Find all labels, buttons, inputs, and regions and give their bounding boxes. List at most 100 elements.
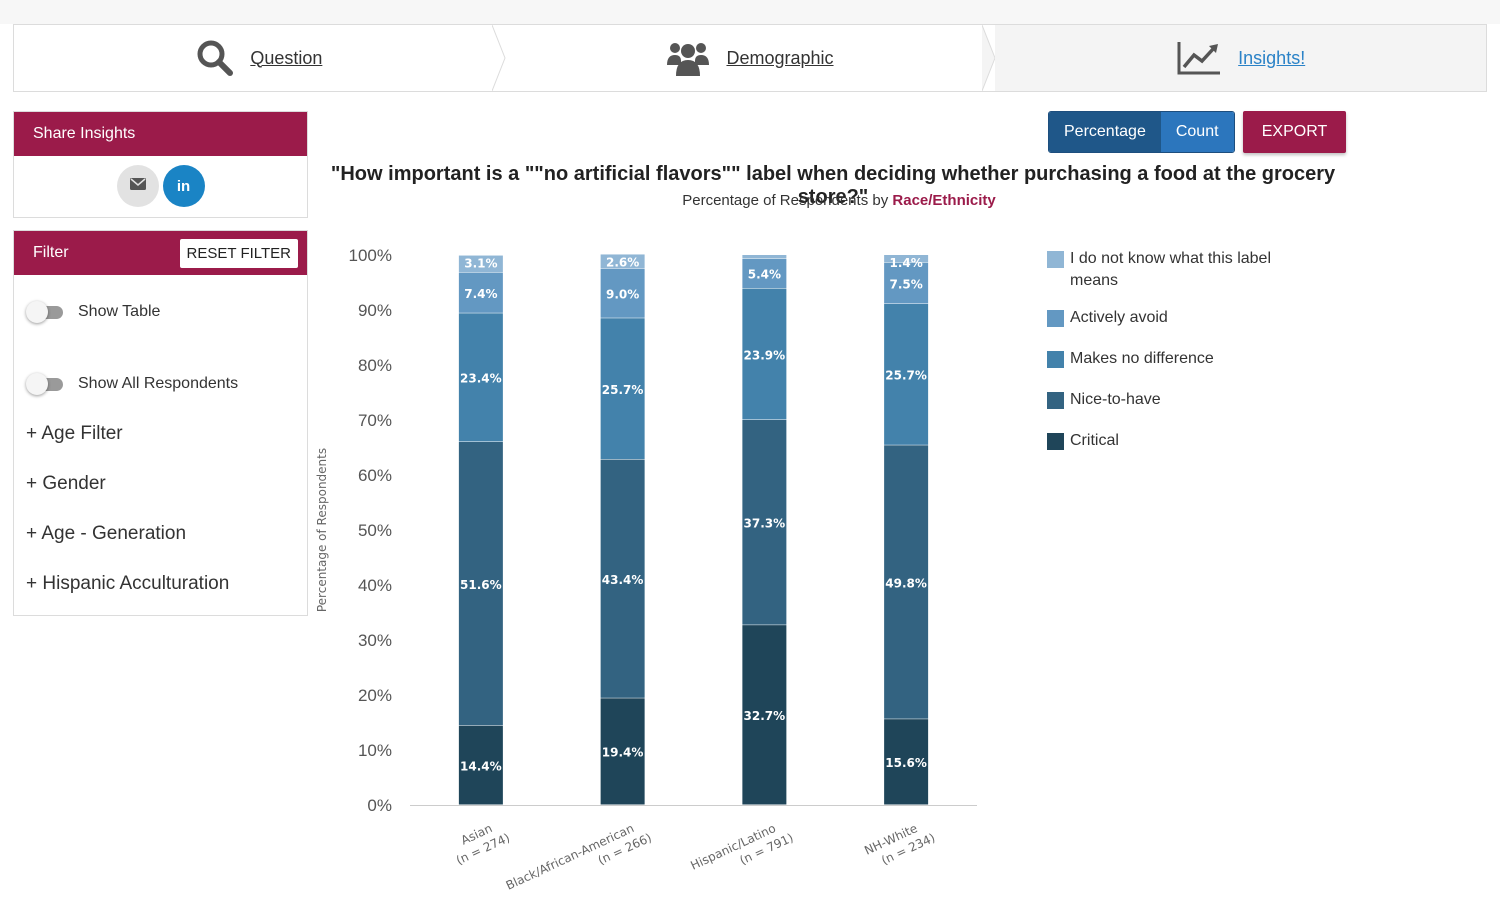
legend-swatch xyxy=(1047,433,1064,450)
metric-toggle: Percentage Count xyxy=(1048,111,1235,153)
chart-subtitle-highlight: Race/Ethnicity xyxy=(892,192,996,209)
data-label: 49.8% xyxy=(885,576,927,590)
y-tick-label: 10% xyxy=(358,741,392,760)
data-label: 7.5% xyxy=(889,277,922,291)
legend-label: Makes no difference xyxy=(1070,350,1214,367)
legend-swatch xyxy=(1047,392,1064,409)
hispanic-acculturation-filter-expander[interactable]: + Hispanic Acculturation xyxy=(26,573,230,594)
legend-label: Actively avoid xyxy=(1070,309,1168,326)
percentage-button[interactable]: Percentage xyxy=(1049,112,1161,152)
bar-segment xyxy=(600,698,645,805)
data-label: 51.6% xyxy=(460,578,502,592)
share-insights-title: Share Insights xyxy=(33,125,136,142)
line-chart-icon xyxy=(1176,40,1222,76)
data-label: 15.6% xyxy=(885,756,927,770)
show-table-toggle[interactable] xyxy=(26,301,66,323)
reset-filter-button[interactable]: RESET FILTER xyxy=(179,238,298,268)
bar-segment xyxy=(458,272,503,313)
gender-filter-expander[interactable]: + Gender xyxy=(26,473,106,494)
legend-item[interactable]: Makes no difference xyxy=(1047,348,1307,370)
data-label: 7.4% xyxy=(464,287,497,301)
share-insights-panel: Share Insights in xyxy=(13,111,308,218)
email-share-button[interactable] xyxy=(116,165,159,207)
linkedin-icon: in xyxy=(176,177,191,195)
data-label: 43.4% xyxy=(602,573,644,587)
legend-swatch xyxy=(1047,351,1064,368)
bar-segment xyxy=(600,459,645,698)
step-question[interactable]: Question xyxy=(14,25,506,91)
data-label: 19.4% xyxy=(602,746,644,760)
bar-segment xyxy=(884,262,929,304)
step-insights[interactable]: Insights! xyxy=(995,25,1487,91)
bar-segment xyxy=(458,725,503,805)
envelope-icon xyxy=(129,177,146,195)
legend-label: Critical xyxy=(1070,432,1119,449)
bar-segment xyxy=(458,442,503,726)
bar-segment xyxy=(742,420,787,625)
y-tick-label: 80% xyxy=(358,356,392,375)
show-table-label: Show Table xyxy=(78,303,161,320)
age-filter-expander[interactable]: + Age Filter xyxy=(26,423,123,444)
data-label: 32.7% xyxy=(744,709,786,723)
bar-segment xyxy=(600,268,645,318)
y-tick-label: 30% xyxy=(358,631,392,650)
x-tick-label: Hispanic/Latino(n = 791) xyxy=(688,821,795,873)
age-generation-filter-expander[interactable]: + Age - Generation xyxy=(26,523,187,544)
bar-segment xyxy=(742,258,787,289)
step-demographic[interactable]: Demographic xyxy=(505,25,996,91)
step-insights-label[interactable]: Insights! xyxy=(1238,47,1306,68)
legend-item[interactable]: Nice-to-have xyxy=(1047,389,1307,411)
data-label: 9.0% xyxy=(606,288,639,302)
data-label: 14.4% xyxy=(460,759,502,773)
bar-segment xyxy=(742,288,787,420)
legend-label: I do not know what this label means xyxy=(1070,250,1272,289)
data-label: 1.4% xyxy=(889,256,922,270)
bar-segment xyxy=(600,254,645,269)
export-button[interactable]: EXPORT xyxy=(1243,111,1346,153)
step-question-label[interactable]: Question xyxy=(250,47,323,68)
data-label: 23.9% xyxy=(744,348,786,362)
legend-item[interactable]: Critical xyxy=(1047,430,1307,452)
data-label: 2.6% xyxy=(606,255,639,269)
bar-segment xyxy=(884,445,929,719)
legend-swatch xyxy=(1047,310,1064,327)
x-tick-label: NH-White(n = 234) xyxy=(862,821,937,867)
show-all-respondents-row: Show All Respondents xyxy=(26,373,238,395)
step-navigation: Question Demographic xyxy=(13,24,1487,92)
linkedin-share-button[interactable]: in xyxy=(162,165,205,207)
show-table-row: Show Table xyxy=(26,301,160,323)
show-all-respondents-toggle[interactable] xyxy=(26,373,66,395)
legend-label: Nice-to-have xyxy=(1070,391,1161,408)
data-label: 25.7% xyxy=(602,383,644,397)
bar-segment xyxy=(884,303,929,445)
y-tick-label: 60% xyxy=(358,466,392,485)
data-label: 37.3% xyxy=(744,517,786,531)
y-tick-label: 0% xyxy=(367,796,392,815)
data-label: 5.4% xyxy=(748,268,781,282)
data-label: 25.7% xyxy=(885,369,927,383)
step-demographic-label[interactable]: Demographic xyxy=(726,47,834,68)
chart-subtitle-prefix: Percentage of Respondents by xyxy=(682,192,889,209)
bar-segment xyxy=(458,313,503,442)
users-icon xyxy=(666,39,710,77)
y-axis-label: Percentage of Respondents xyxy=(315,448,329,612)
y-tick-label: 20% xyxy=(358,686,392,705)
bar-segment xyxy=(742,625,787,805)
data-label: 23.4% xyxy=(460,372,502,386)
chart-title: "How important is a ""no artificial flav… xyxy=(330,163,1336,208)
share-buttons: in xyxy=(14,156,307,207)
x-tick-label: Asian(n = 274) xyxy=(454,821,512,867)
bar-segment xyxy=(458,255,503,273)
legend-item[interactable]: Actively avoid xyxy=(1047,307,1307,329)
bar-segment xyxy=(884,719,929,805)
x-tick-label: Black/African-American(n = 266) xyxy=(504,821,654,893)
y-tick-label: 50% xyxy=(358,521,392,540)
search-icon xyxy=(196,39,234,77)
count-button[interactable]: Count xyxy=(1160,112,1234,152)
bar-segment xyxy=(884,255,929,263)
y-tick-label: 40% xyxy=(358,576,392,595)
legend-item[interactable]: I do not know what this label means xyxy=(1047,248,1277,292)
y-tick-label: 90% xyxy=(358,301,392,320)
y-tick-label: 100% xyxy=(349,246,392,265)
